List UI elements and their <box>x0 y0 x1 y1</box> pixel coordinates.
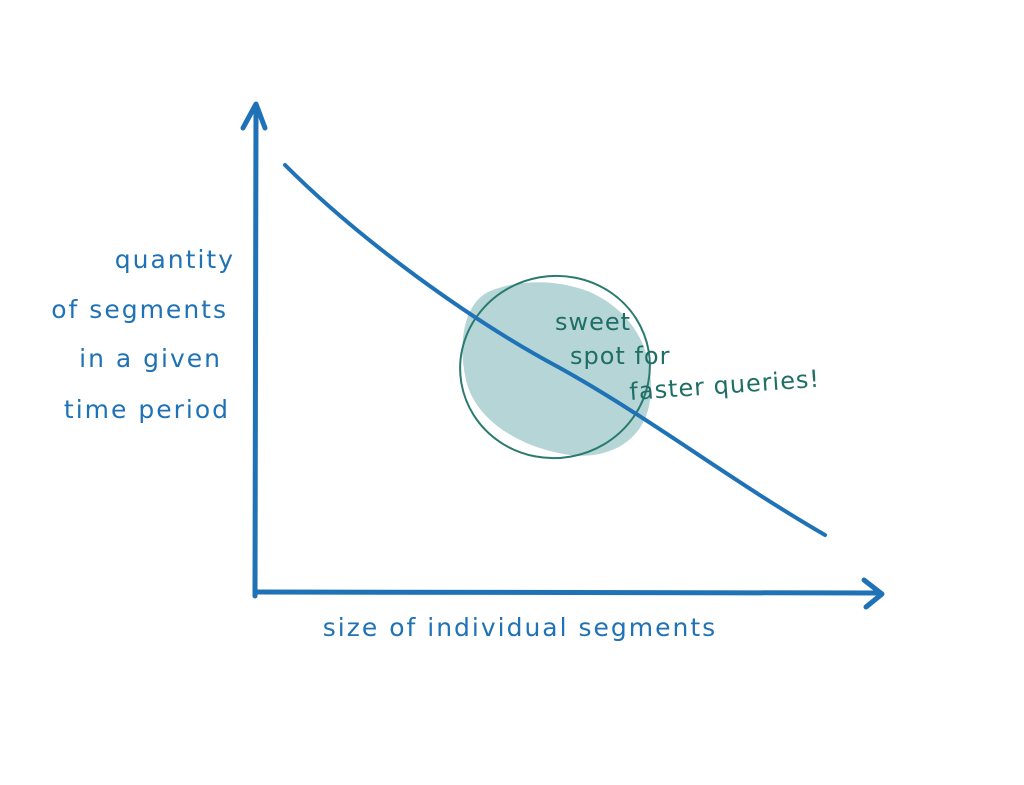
y-label-line: of segments <box>51 295 228 324</box>
y-label-line: time period <box>64 395 230 424</box>
axes <box>240 101 885 610</box>
y-label-line: in a given <box>79 344 222 373</box>
x-label: size of individual segments <box>323 613 717 642</box>
annotation-line: spot for <box>570 342 670 370</box>
sweet-spot-outline <box>459 274 651 460</box>
annotation-line: faster queries! <box>628 365 820 406</box>
trend-curve <box>283 163 827 537</box>
y-axis <box>252 103 259 599</box>
sweet-spot-fill <box>462 282 651 456</box>
y-arrow <box>240 101 268 131</box>
x-axis <box>252 589 883 596</box>
annotation-line: sweet <box>555 308 631 336</box>
y-label-line: quantity <box>115 245 235 274</box>
x-arrow <box>861 577 885 610</box>
